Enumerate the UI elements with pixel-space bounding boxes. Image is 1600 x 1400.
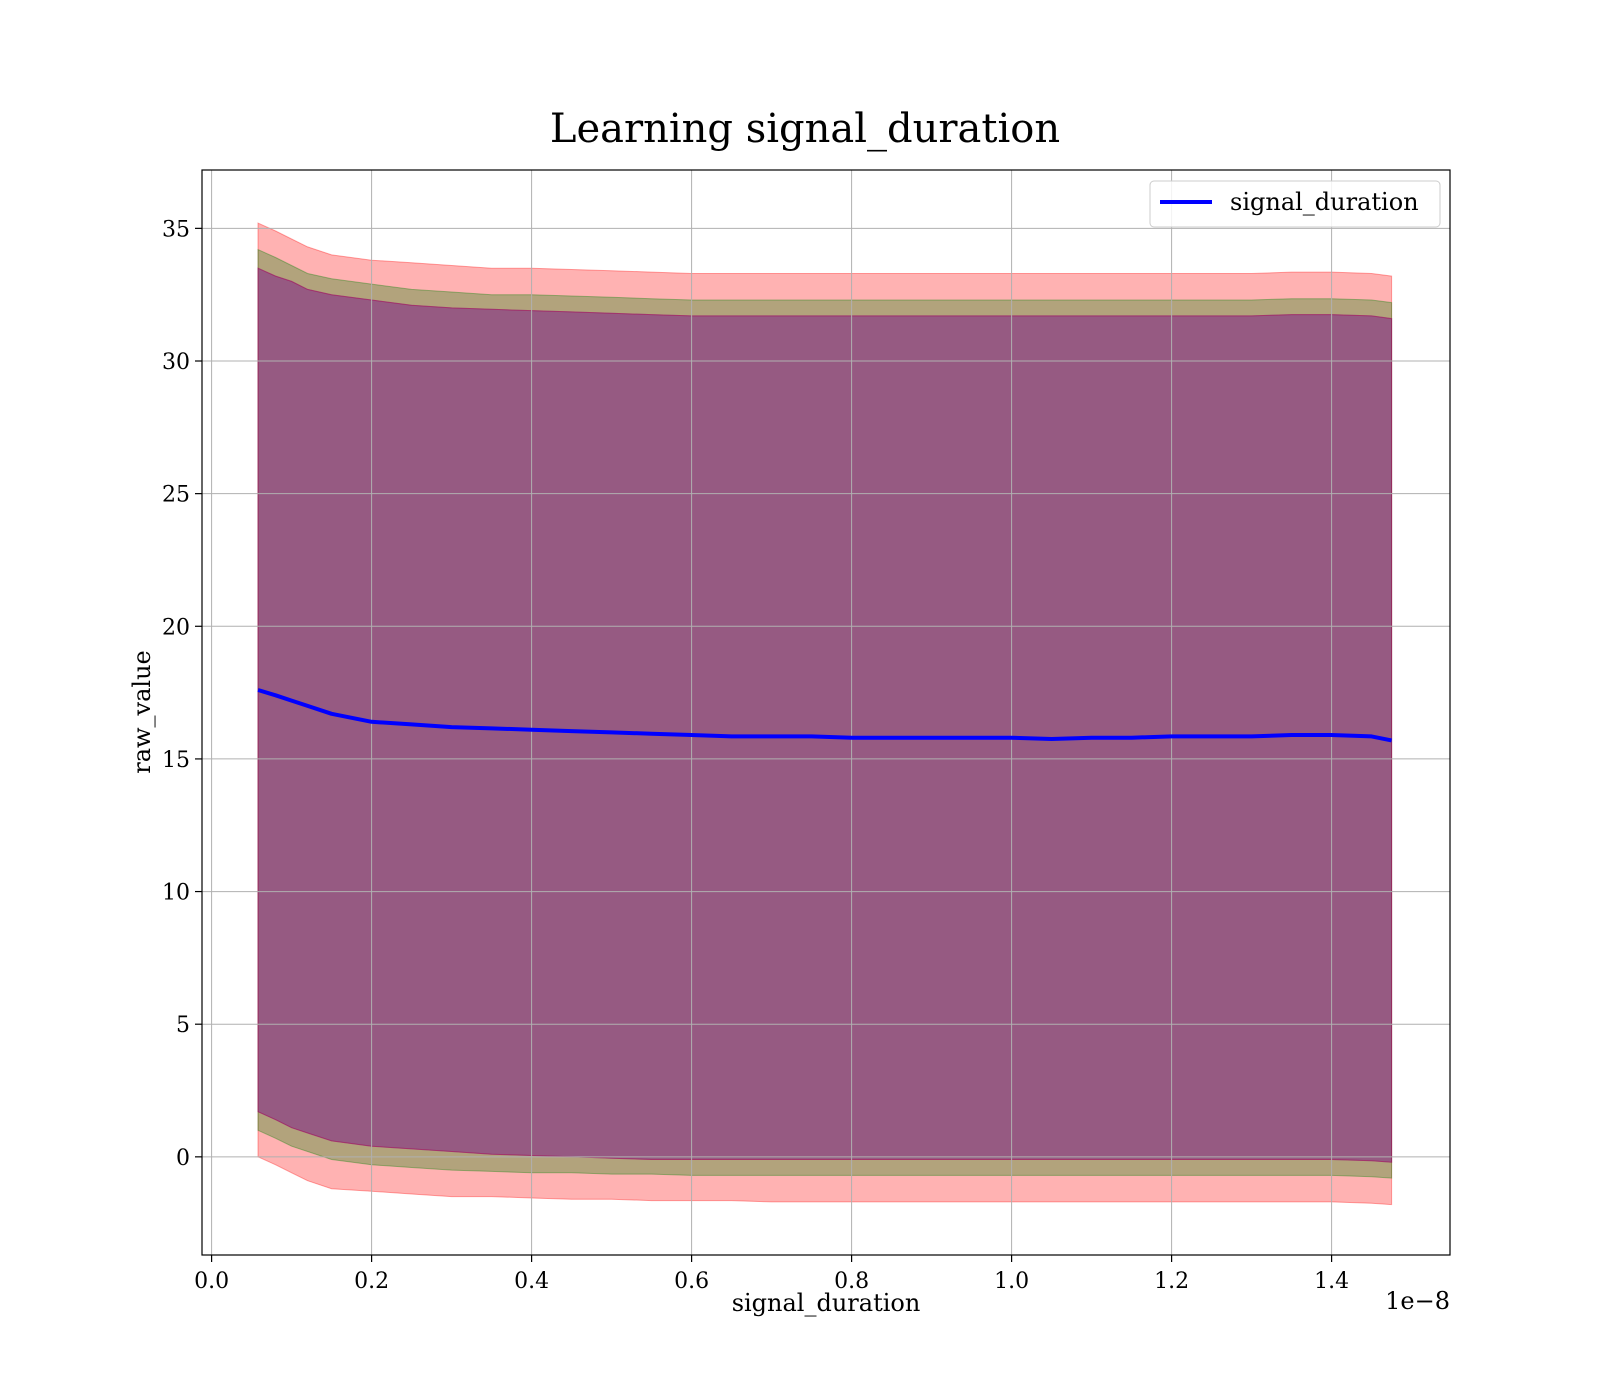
series-lines	[257, 688, 1392, 743]
y-tick-label-1: 5	[176, 1013, 190, 1038]
x-tick-label-1: 0.2	[354, 1269, 389, 1294]
confidence-band-4	[257, 267, 1393, 1163]
x-axis-offset-label: 1e−8	[1385, 1287, 1450, 1315]
confidence-band-2	[257, 248, 1393, 1179]
y-tick-label-3: 15	[162, 748, 190, 773]
y-tick-label-6: 30	[162, 350, 190, 375]
chart-title: Learning signal_duration	[550, 106, 1060, 152]
y-axis-label: raw_value	[128, 650, 156, 774]
x-tick-label-3: 0.6	[674, 1269, 709, 1294]
x-tick-label-0: 0.0	[194, 1269, 229, 1294]
x-tick-label-5: 1.0	[994, 1269, 1029, 1294]
x-axis-label: signal_duration	[732, 1289, 921, 1317]
plot-background	[202, 170, 1450, 1255]
legend-label-signal-duration: signal_duration	[1230, 188, 1419, 216]
y-tick-label-2: 10	[162, 881, 190, 906]
plot-area	[201, 169, 1451, 1256]
series-line-1	[257, 688, 1392, 743]
x-tick-label-6: 1.2	[1154, 1269, 1189, 1294]
y-tick-label-4: 20	[162, 615, 190, 640]
legend-box	[1149, 180, 1441, 228]
confidence-bands	[257, 222, 1393, 1206]
grid	[202, 170, 1450, 1255]
x-tick-label-7: 1.4	[1314, 1269, 1349, 1294]
x-axis-ticks: 0.0 0.2 0.4 0.6 0.8 1.0 1.2 1.4	[194, 1255, 1349, 1294]
x-tick-label-2: 0.4	[514, 1269, 549, 1294]
plot-frame	[201, 169, 1451, 1256]
y-axis-ticks: 0 5 10 15 20 25 30 35	[162, 217, 202, 1171]
y-tick-label-0: 0	[176, 1146, 190, 1171]
y-tick-label-5: 25	[162, 483, 190, 508]
x-tick-label-4: 0.8	[834, 1269, 869, 1294]
confidence-band-1	[257, 222, 1393, 1206]
y-tick-label-7: 35	[162, 217, 190, 242]
legend: signal_duration	[1149, 180, 1441, 228]
